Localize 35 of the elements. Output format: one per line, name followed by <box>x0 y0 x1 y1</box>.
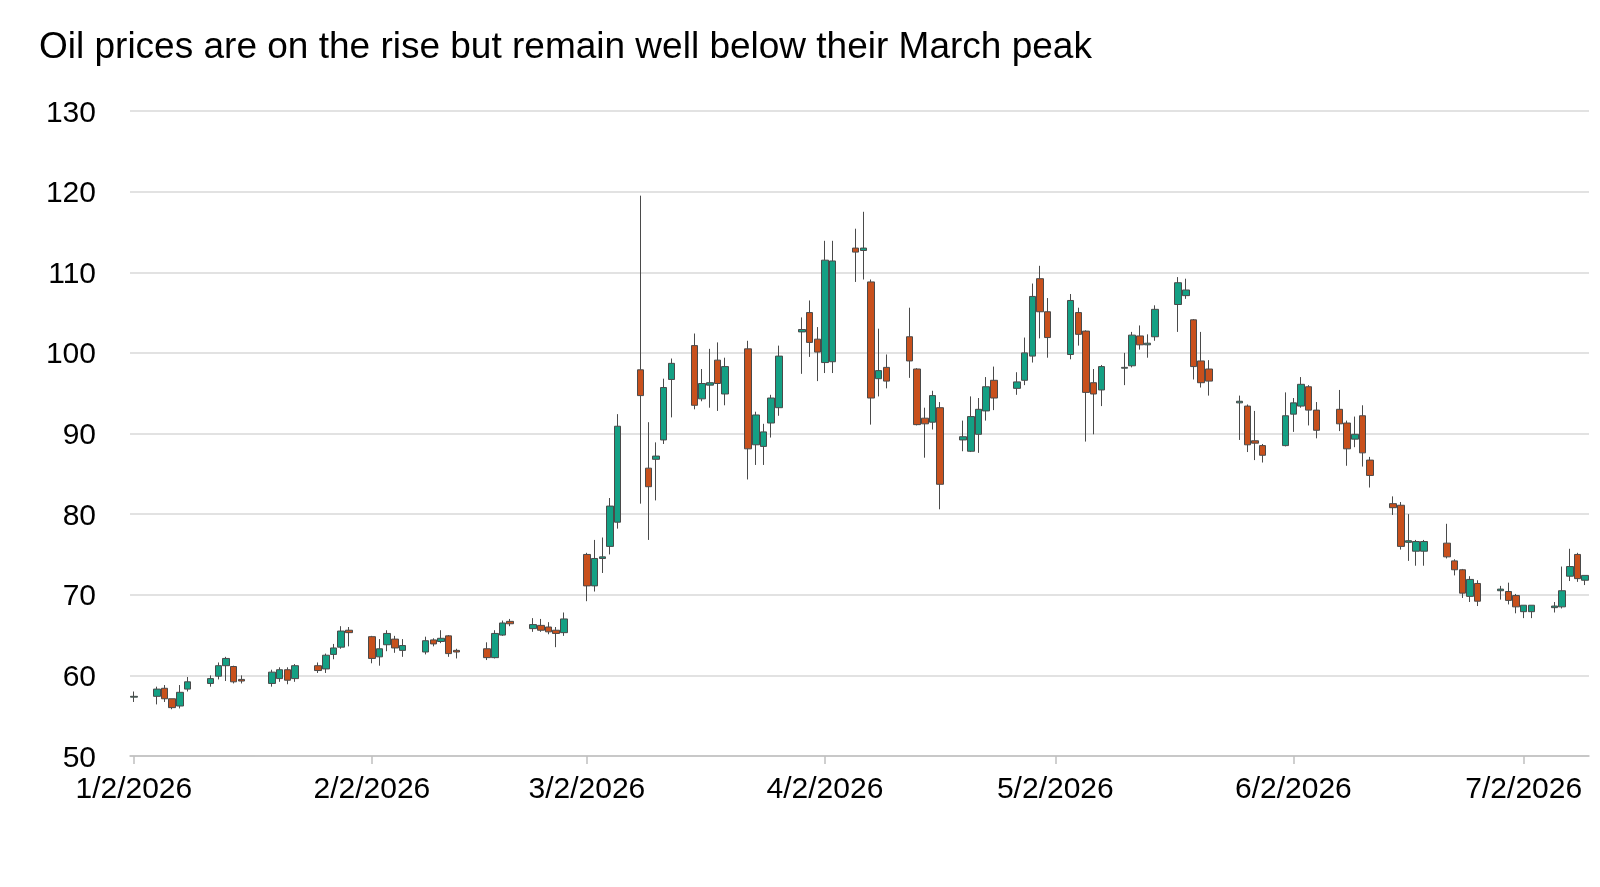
x-tick-label: 4/2/2026 <box>766 770 884 804</box>
candlestick <box>130 691 138 703</box>
x-tick-label: 5/2/2026 <box>996 770 1114 804</box>
candlestick <box>1497 585 1504 601</box>
chart-title: Oil prices are on the rise but remain well below their March peak <box>39 25 1093 66</box>
candlestick <box>1151 304 1159 342</box>
candlestick <box>645 421 652 541</box>
x-tick-label: 1/2/2026 <box>75 770 193 804</box>
x-tick-label: 7/2/2026 <box>1465 770 1583 804</box>
candlestick <box>1443 523 1451 559</box>
candlestick <box>906 307 913 379</box>
y-tick-label: 120 <box>45 175 96 209</box>
x-tick-label: 3/2/2026 <box>528 770 646 804</box>
x-tick-label: 2/2/2026 <box>313 770 431 804</box>
candlestick <box>668 358 675 418</box>
candlestick <box>652 441 660 501</box>
y-tick-label: 110 <box>48 255 96 289</box>
candlestick <box>1282 391 1289 447</box>
candlestick <box>1366 456 1374 489</box>
candlestick <box>1236 395 1243 441</box>
y-tick-label: 60 <box>62 658 96 692</box>
candlestick <box>1013 371 1021 396</box>
candlestick <box>1259 443 1266 464</box>
candlestick <box>1121 352 1128 386</box>
y-tick-label: 70 <box>62 578 96 612</box>
y-tick-label: 90 <box>62 417 96 450</box>
y-tick-label: 100 <box>45 336 96 370</box>
x-tick-label: 6/2/2026 <box>1234 770 1352 804</box>
y-tick-label: 130 <box>45 94 96 128</box>
candlestick <box>184 676 191 692</box>
candlestick <box>207 674 214 688</box>
y-tick-label: 50 <box>62 739 96 773</box>
y-tick-label: 80 <box>62 497 96 531</box>
candlestick <box>660 378 667 445</box>
candlestick <box>637 195 644 505</box>
